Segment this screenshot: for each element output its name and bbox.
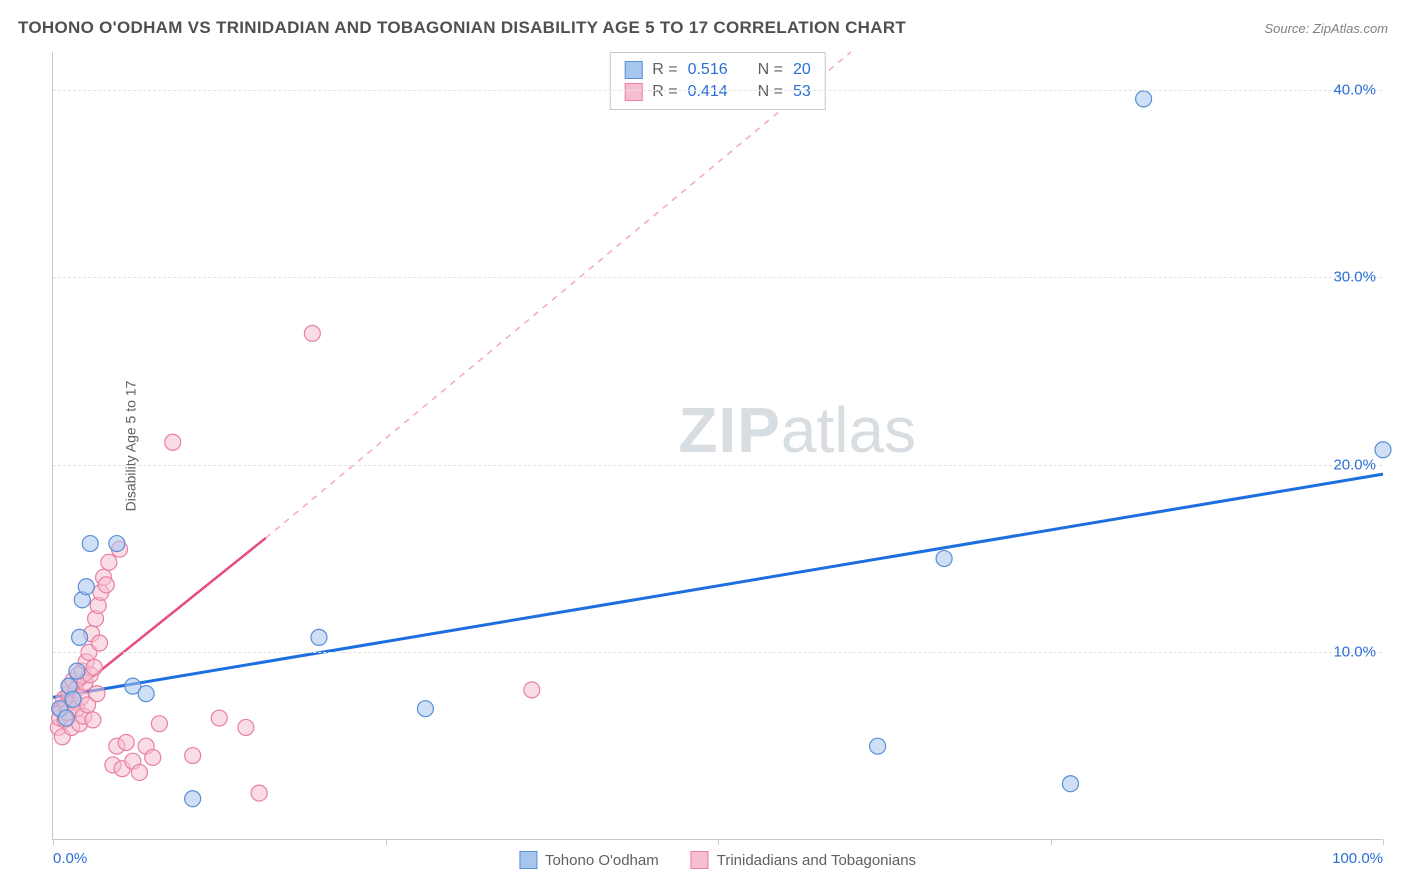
point-trinidad — [238, 719, 254, 735]
source-label: Source: ZipAtlas.com — [1264, 21, 1388, 36]
gridline — [53, 465, 1382, 466]
point-tohono — [109, 536, 125, 552]
point-trinidad — [211, 710, 227, 726]
legend-item-trinidad: Trinidadians and Tobagonians — [691, 851, 916, 869]
x-tick — [1051, 839, 1052, 845]
chart-svg — [53, 52, 1382, 839]
r-label: R = — [652, 83, 677, 101]
legend-item-tohono: Tohono O'odham — [519, 851, 659, 869]
point-tohono — [72, 629, 88, 645]
point-tohono — [417, 701, 433, 717]
point-trinidad — [151, 716, 167, 732]
n-label: N = — [758, 61, 783, 79]
point-trinidad — [165, 434, 181, 450]
x-tick-label: 100.0% — [1332, 850, 1383, 867]
point-tohono — [1062, 776, 1078, 792]
point-trinidad — [89, 686, 105, 702]
point-tohono — [936, 551, 952, 567]
point-tohono — [1375, 442, 1391, 458]
gridline — [53, 652, 1382, 653]
y-tick-label: 30.0% — [1333, 269, 1376, 286]
r-value-trinidad: 0.414 — [688, 83, 728, 101]
point-trinidad — [304, 325, 320, 341]
corr-row-trinidad: R = 0.414 N = 53 — [624, 81, 811, 103]
series-legend: Tohono O'odham Trinidadians and Tobagoni… — [519, 851, 916, 869]
correlation-legend: R = 0.516 N = 20 R = 0.414 N = 53 — [609, 52, 826, 110]
swatch-trinidad — [691, 851, 709, 869]
point-trinidad — [101, 554, 117, 570]
swatch-trinidad — [624, 83, 642, 101]
x-tick — [1383, 839, 1384, 845]
point-trinidad — [85, 712, 101, 728]
swatch-tohono — [624, 61, 642, 79]
point-tohono — [58, 710, 74, 726]
n-value-trinidad: 53 — [793, 83, 811, 101]
plot-area: Disability Age 5 to 17 ZIPatlas R = 0.51… — [52, 52, 1382, 840]
point-tohono — [1136, 91, 1152, 107]
n-label: N = — [758, 83, 783, 101]
chart-title: TOHONO O'ODHAM VS TRINIDADIAN AND TOBAGO… — [18, 18, 906, 38]
point-tohono — [82, 536, 98, 552]
swatch-tohono — [519, 851, 537, 869]
point-tohono — [69, 663, 85, 679]
point-tohono — [870, 738, 886, 754]
point-tohono — [185, 791, 201, 807]
point-tohono — [65, 691, 81, 707]
point-tohono — [78, 579, 94, 595]
gridline — [53, 90, 1382, 91]
corr-row-tohono: R = 0.516 N = 20 — [624, 59, 811, 81]
point-tohono — [311, 629, 327, 645]
point-trinidad — [86, 659, 102, 675]
point-trinidad — [92, 635, 108, 651]
point-trinidad — [251, 785, 267, 801]
legend-label-trinidad: Trinidadians and Tobagonians — [717, 852, 916, 869]
y-tick-label: 20.0% — [1333, 456, 1376, 473]
x-tick — [53, 839, 54, 845]
n-value-tohono: 20 — [793, 61, 811, 79]
legend-label-tohono: Tohono O'odham — [545, 852, 659, 869]
y-tick-label: 40.0% — [1333, 81, 1376, 98]
point-trinidad — [98, 577, 114, 593]
x-tick-label: 0.0% — [53, 850, 87, 867]
point-trinidad — [524, 682, 540, 698]
r-label: R = — [652, 61, 677, 79]
r-value-tohono: 0.516 — [688, 61, 728, 79]
point-trinidad — [185, 748, 201, 764]
trendline-tohono — [53, 474, 1383, 697]
point-tohono — [138, 686, 154, 702]
point-trinidad — [145, 749, 161, 765]
point-trinidad — [118, 734, 134, 750]
x-tick — [718, 839, 719, 845]
y-tick-label: 10.0% — [1333, 644, 1376, 661]
point-trinidad — [131, 764, 147, 780]
gridline — [53, 277, 1382, 278]
x-tick — [386, 839, 387, 845]
